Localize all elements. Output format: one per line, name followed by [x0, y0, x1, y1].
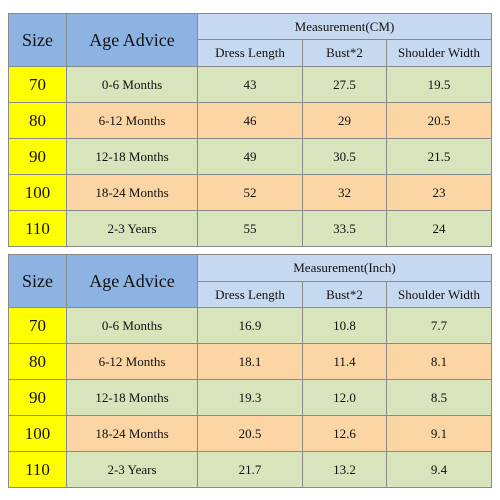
- shoulder-width-cell: 8.5: [385, 379, 493, 416]
- age-cell: 6-12 Months: [66, 343, 198, 380]
- table-row: 110 2-3 Years 55 33.5 24: [8, 210, 492, 247]
- size-cell: 90: [8, 379, 67, 416]
- bust-cell: 12.0: [302, 379, 387, 416]
- dress-length-cell: 16.9: [197, 307, 303, 344]
- shoulder-width-cell: 20.5: [386, 102, 492, 139]
- header-shoulder-width: Shoulder Width: [385, 281, 493, 308]
- dress-length-cell: 21.7: [197, 451, 303, 488]
- dress-length-cell: 55: [197, 210, 303, 247]
- shoulder-width-cell: 7.7: [385, 307, 493, 344]
- dress-length-cell: 20.5: [197, 415, 303, 452]
- size-cell: 110: [8, 210, 67, 247]
- size-cell: 100: [8, 415, 67, 452]
- header-size: Size: [8, 254, 67, 308]
- table-row: 70 0-6 Months 16.9 10.8 7.7: [8, 307, 493, 344]
- age-cell: 12-18 Months: [66, 379, 198, 416]
- bust-cell: 12.6: [302, 415, 387, 452]
- table-row: 90 12-18 Months 49 30.5 21.5: [8, 138, 492, 175]
- shoulder-width-cell: 19.5: [386, 66, 492, 103]
- dress-length-cell: 18.1: [197, 343, 303, 380]
- shoulder-width-cell: 9.1: [385, 415, 493, 452]
- size-cell: 70: [8, 307, 67, 344]
- size-chart-cm: Size Age Advice Measurement(CM) Dress Le…: [8, 13, 492, 247]
- bust-cell: 33.5: [302, 210, 387, 247]
- size-cell: 110: [8, 451, 67, 488]
- age-cell: 6-12 Months: [66, 102, 198, 139]
- bust-cell: 29: [302, 102, 387, 139]
- table-row: 80 6-12 Months 46 29 20.5: [8, 102, 492, 139]
- dress-length-cell: 43: [197, 66, 303, 103]
- size-cell: 90: [8, 138, 67, 175]
- size-cell: 80: [8, 102, 67, 139]
- shoulder-width-cell: 8.1: [385, 343, 493, 380]
- header-bust: Bust*2: [302, 39, 387, 67]
- header-dress-length: Dress Length: [197, 281, 303, 308]
- size-cell: 100: [8, 174, 67, 211]
- shoulder-width-cell: 24: [386, 210, 492, 247]
- header-age-advice: Age Advice: [66, 13, 198, 67]
- size-cell: 70: [8, 66, 67, 103]
- header-size: Size: [8, 13, 67, 67]
- bust-cell: 10.8: [302, 307, 387, 344]
- table-row: 90 12-18 Months 19.3 12.0 8.5: [8, 379, 493, 416]
- table-row: 110 2-3 Years 21.7 13.2 9.4: [8, 451, 493, 488]
- header-age-advice: Age Advice: [66, 254, 198, 308]
- table-row: 100 18-24 Months 52 32 23: [8, 174, 492, 211]
- header-measurement: Measurement(Inch): [196, 254, 493, 282]
- size-cell: 80: [8, 343, 67, 380]
- dress-length-cell: 52: [197, 174, 303, 211]
- age-cell: 12-18 Months: [66, 138, 198, 175]
- size-chart-inch: Size Age Advice Measurement(Inch) Dress …: [8, 254, 493, 488]
- dress-length-cell: 49: [197, 138, 303, 175]
- table-row: 70 0-6 Months 43 27.5 19.5: [8, 66, 492, 103]
- table-row: 80 6-12 Months 18.1 11.4 8.1: [8, 343, 493, 380]
- age-cell: 2-3 Years: [66, 451, 198, 488]
- shoulder-width-cell: 23: [386, 174, 492, 211]
- age-cell: 0-6 Months: [66, 307, 198, 344]
- shoulder-width-cell: 9.4: [385, 451, 493, 488]
- bust-cell: 30.5: [302, 138, 387, 175]
- table-row: 100 18-24 Months 20.5 12.6 9.1: [8, 415, 493, 452]
- bust-cell: 11.4: [302, 343, 387, 380]
- bust-cell: 13.2: [302, 451, 387, 488]
- dress-length-cell: 19.3: [197, 379, 303, 416]
- age-cell: 0-6 Months: [66, 66, 198, 103]
- age-cell: 18-24 Months: [66, 174, 198, 211]
- header-dress-length: Dress Length: [197, 39, 303, 67]
- bust-cell: 32: [302, 174, 387, 211]
- age-cell: 18-24 Months: [66, 415, 198, 452]
- header-bust: Bust*2: [302, 281, 387, 308]
- header-shoulder-width: Shoulder Width: [386, 39, 492, 67]
- bust-cell: 27.5: [302, 66, 387, 103]
- age-cell: 2-3 Years: [66, 210, 198, 247]
- shoulder-width-cell: 21.5: [386, 138, 492, 175]
- dress-length-cell: 46: [197, 102, 303, 139]
- header-measurement: Measurement(CM): [197, 13, 492, 40]
